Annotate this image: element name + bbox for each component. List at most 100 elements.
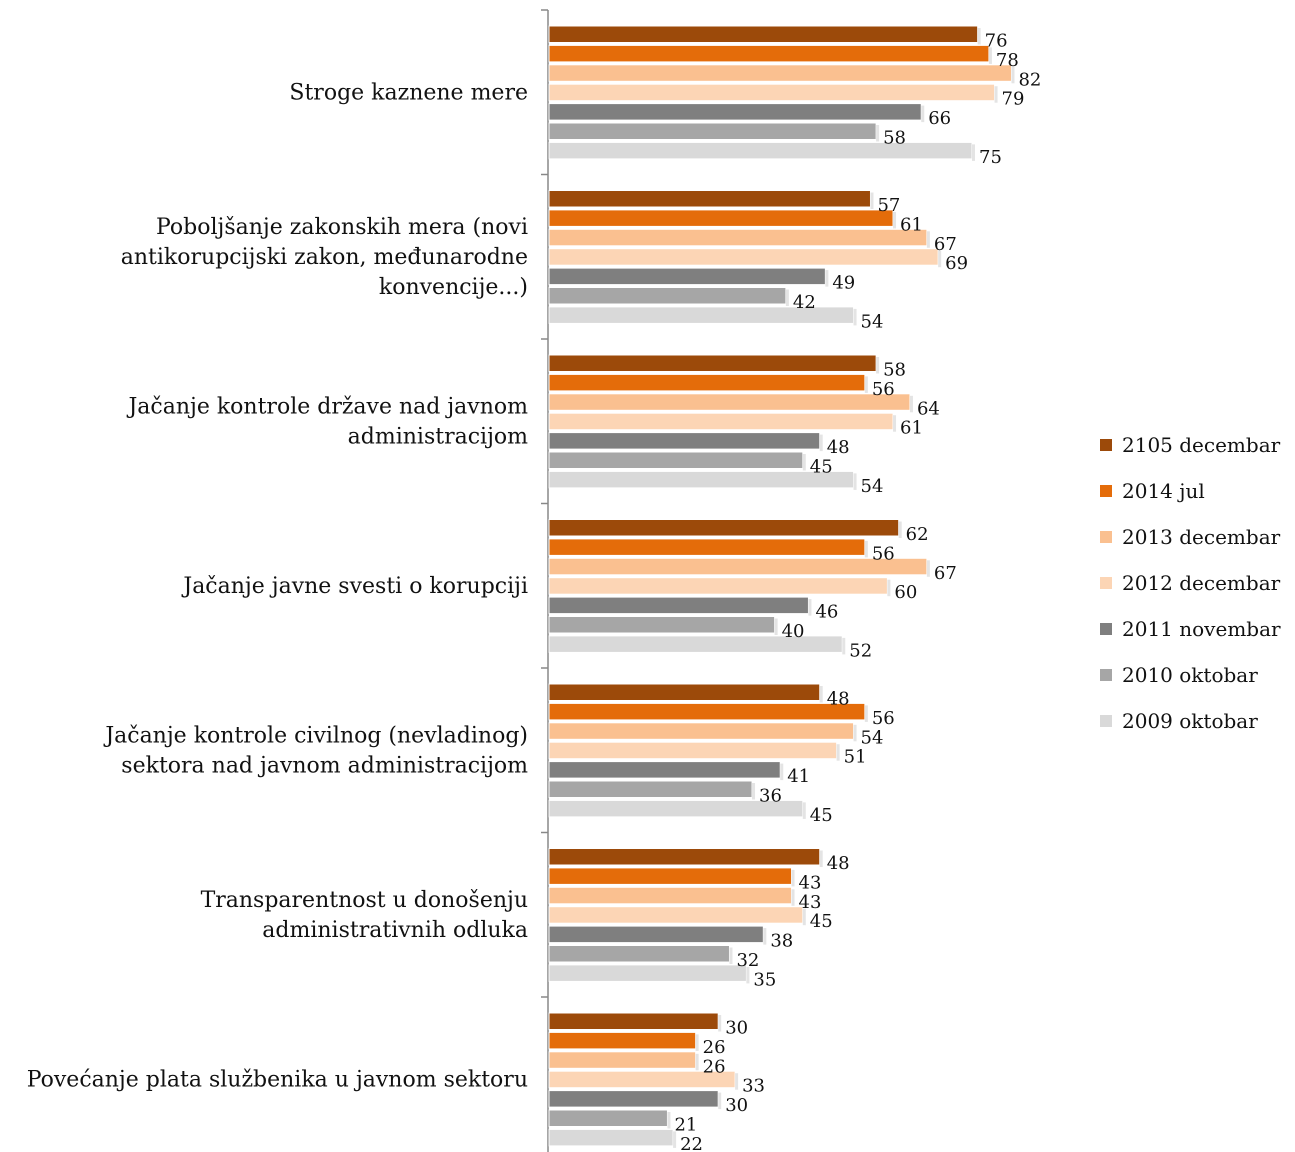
bar [548, 1109, 668, 1127]
data-label: 54 [861, 476, 884, 497]
data-label: 56 [872, 379, 895, 400]
data-label: 48 [827, 853, 850, 874]
data-label: 48 [827, 689, 850, 710]
category-label: Transparentnost u donošenju [201, 888, 528, 913]
bar-shadow [819, 850, 823, 867]
bar-shadow [938, 250, 942, 268]
bar-shadow [870, 192, 874, 209]
category-label: Stroge kaznene mere [289, 80, 528, 105]
data-label: 43 [799, 872, 822, 893]
bar-shadow [887, 579, 891, 597]
bar [548, 557, 928, 576]
bar [548, 451, 804, 469]
data-label: 30 [725, 1018, 748, 1039]
bar [548, 209, 894, 227]
legend-item: 2013 decembar [1122, 525, 1281, 549]
bar-shadow [802, 908, 806, 926]
bar-shadow [876, 357, 880, 374]
data-label: 66 [928, 108, 951, 129]
legend-swatch [1100, 531, 1112, 543]
bar-shadow [780, 763, 784, 781]
bars [548, 25, 1015, 1148]
bar [548, 25, 979, 43]
data-label: 26 [703, 1056, 726, 1077]
bar [548, 1051, 697, 1069]
bar [548, 1012, 719, 1030]
data-label: 45 [810, 457, 833, 478]
bar-shadow [876, 125, 880, 142]
category-label: konvencije...) [379, 275, 528, 300]
legend: 2105 decembar 2014 jul 2013 decembar 2012 d… [1100, 433, 1281, 733]
category-label: administrativnih odluka [262, 918, 528, 943]
bar [548, 616, 776, 634]
bar [548, 1031, 697, 1050]
data-label: 62 [906, 524, 929, 545]
bar-shadow [842, 637, 846, 655]
bar [548, 83, 996, 102]
data-label: 33 [742, 1076, 765, 1097]
bar-shadow [864, 705, 868, 722]
bar [548, 702, 866, 721]
legend-item: 2009 oktobar [1122, 709, 1258, 733]
category-label: sektora nad javnom administracijom [121, 753, 528, 778]
bar-shadow [774, 618, 778, 635]
bar-shadow [718, 1092, 722, 1110]
bar-shadow [819, 434, 823, 452]
data-label: 76 [985, 31, 1008, 52]
legend-swatch [1100, 715, 1112, 727]
legend-item: 2014 jul [1122, 479, 1205, 503]
data-label: 26 [703, 1037, 726, 1058]
data-label: 40 [782, 621, 805, 642]
category-label: administracijom [348, 424, 528, 449]
bar-shadow [853, 724, 857, 742]
bar [548, 945, 730, 963]
bar [548, 683, 821, 701]
data-label: 30 [725, 1095, 748, 1116]
legend-item: 2010 oktobar [1122, 663, 1258, 687]
bar [548, 577, 888, 595]
data-label: 43 [799, 892, 822, 913]
data-label: 45 [810, 805, 833, 826]
bar-shadow [667, 1112, 671, 1129]
bar-shadow [791, 889, 795, 906]
data-label: 22 [680, 1134, 703, 1152]
bar-shadow [695, 1053, 699, 1071]
data-label: 56 [872, 708, 895, 729]
data-label: 36 [759, 786, 782, 807]
bar-shadow [853, 473, 857, 490]
bar-shadow [921, 105, 925, 123]
bar-shadow [718, 1015, 722, 1032]
data-label: 69 [945, 253, 968, 274]
data-label: 82 [1018, 69, 1041, 90]
bar-shadow [825, 270, 829, 287]
bar-shadow [926, 560, 930, 577]
bar-shadow [853, 308, 857, 326]
bar-shadow [972, 144, 975, 161]
category-label: Jačanje kontrole civilnog (nevladinog) [103, 723, 528, 748]
bar [548, 248, 939, 266]
bar-shadow [898, 521, 902, 538]
bar [548, 393, 911, 411]
category-label: Poboljšanje zakonskih mera (novi [156, 215, 528, 240]
data-label: 46 [815, 602, 838, 623]
category-label: Jačanje kontrole države nad javnom [126, 394, 528, 419]
data-label: 61 [900, 418, 923, 439]
bar [548, 1128, 674, 1147]
data-label: 54 [861, 311, 884, 332]
bar-shadow [1011, 66, 1015, 84]
category-labels: Stroge kaznene mere Poboljšanje zakonskih… [27, 80, 528, 1092]
data-label: 52 [849, 640, 872, 661]
bar [548, 44, 990, 63]
bar [548, 867, 793, 885]
data-label: 42 [793, 292, 816, 313]
bar [548, 964, 747, 982]
data-label: 67 [934, 234, 957, 255]
data-label: 48 [827, 437, 850, 458]
bar-shadow [785, 289, 789, 306]
y-axis [541, 9, 549, 1152]
data-label: 79 [1002, 89, 1025, 110]
bar [548, 848, 821, 866]
bar [548, 1090, 719, 1108]
bar-shadow [836, 744, 840, 761]
bar [548, 780, 753, 798]
